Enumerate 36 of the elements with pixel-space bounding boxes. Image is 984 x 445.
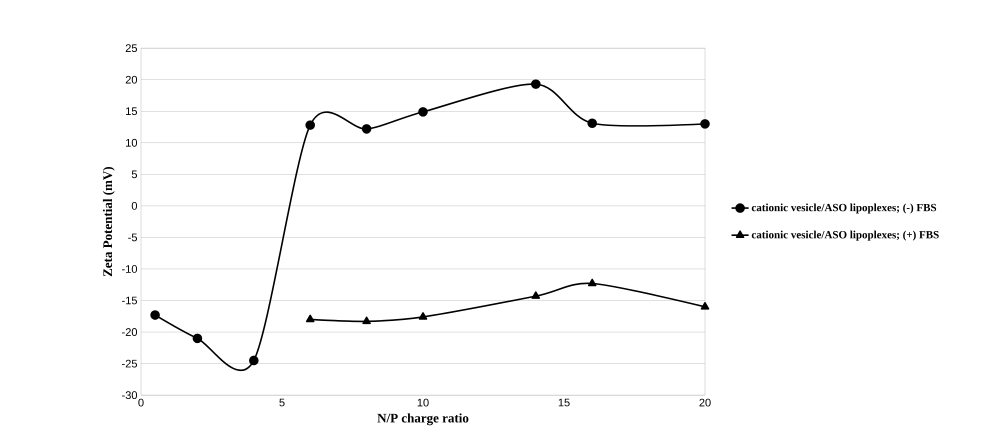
y-tick-label: -5 [128, 234, 137, 242]
y-tick-label: 10 [126, 138, 138, 147]
x-tick-label: 15 [558, 398, 570, 406]
point [362, 124, 372, 134]
y-tick-label: 25 [126, 44, 137, 52]
point [588, 278, 596, 286]
x-tick-label: 20 [699, 398, 711, 406]
point [700, 119, 710, 129]
y-tick-label: 5 [132, 170, 137, 178]
y-tick-label: -15 [122, 296, 137, 304]
legend-label: cationic vesicle/ASO lipoplexes; (+) FBS [752, 230, 939, 241]
y-tick-label: 0 [132, 202, 138, 210]
point [587, 118, 598, 128]
point [192, 334, 202, 344]
point [305, 120, 316, 130]
x-tick-label: 0 [138, 398, 144, 406]
y-tick-label: -10 [122, 265, 138, 273]
point [418, 107, 428, 117]
point [531, 79, 541, 89]
point [362, 316, 371, 324]
y-tick-label: 20 [126, 76, 138, 84]
y-axis-title: Zeta Potential (mV) [102, 166, 115, 276]
y-tick-label: -20 [122, 328, 138, 336]
x-axis-title: N/P charge ratio [377, 413, 468, 426]
point [418, 312, 428, 320]
point [306, 314, 314, 322]
x-tick-label: 10 [418, 398, 429, 406]
y-tick-label: -25 [122, 360, 137, 368]
point [700, 302, 710, 310]
y-tick-label: -30 [122, 391, 138, 400]
legend-label: cationic vesicle/ASO lipoplexes; (-) FBS [752, 204, 936, 214]
x-tick-label: 5 [279, 398, 285, 406]
point [150, 310, 160, 320]
point [532, 291, 540, 299]
point [249, 356, 259, 366]
y-tick-label: 15 [126, 107, 137, 116]
